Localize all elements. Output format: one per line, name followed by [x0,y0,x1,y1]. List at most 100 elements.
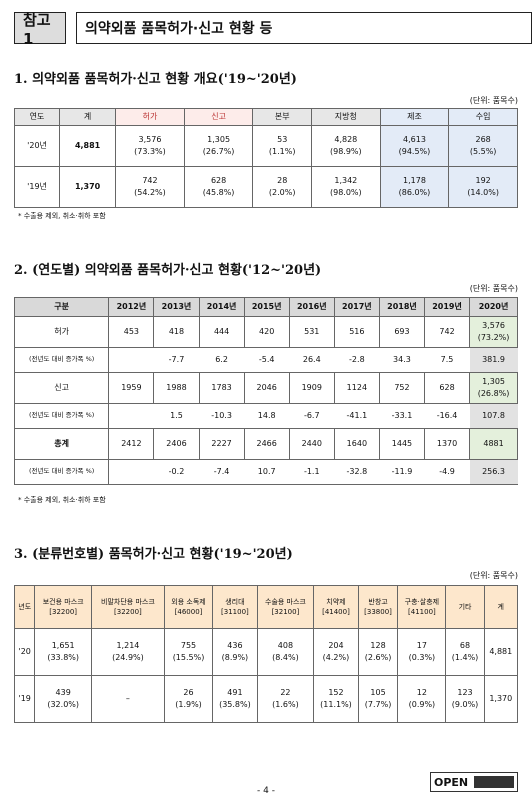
row-label: 신고 [13,372,110,404]
cell-text: 계 [497,602,504,611]
change-cell: -32.8 [334,459,380,485]
cell-text: (2.0%) [268,188,296,197]
header-title: 의약외품 품목허가·신고 현황 등 [76,12,532,44]
cell-text: 453 [123,327,140,337]
table: 년도 보건용 마스크 [32200] 비말차단용 마스크 [32200] 외용 소독제 [4… [13,585,519,723]
cell-text: (11.1%) [320,700,352,709]
header-cell: 2017년 [333,297,380,317]
cell: 68 (1.4%) [445,628,485,676]
cell: '20년 [13,125,61,167]
cell: 22 (1.6%) [256,675,315,723]
header-cell: 년도 [13,585,36,629]
header-cell: 지방청 [311,108,381,126]
change-label: (전년도 대비 증가폭 %) [13,459,110,485]
cell: '20 [13,628,36,676]
cell-text: 28 [277,176,288,186]
cell: 2440 [288,428,335,460]
cell-text: (9.0%) [451,700,479,709]
cell-text: 2019년 [432,302,462,312]
cell: 1988 [153,372,200,404]
cell-text: 2227 [211,439,232,449]
table-head: 구분 2012년 2013년 2014년 2015년 2016년 2017년 2018년 201… [13,297,518,317]
change-cell: 10.7 [244,459,290,485]
cell-text: [32200] [114,608,142,616]
table-body: 허가 453 418 444 420 531 516 693 742 3,576 (73.2%) (전… [13,316,518,485]
cell-text: 4,881 [489,647,513,657]
cell-text: 2015년 [251,302,282,312]
change-row: (전년도 대비 증가폭 %) 1.5 -10.3 14.8 -6.7 -41.1 -33.1… [13,403,518,429]
cell-text: 381.9 [482,355,505,365]
header-cell: 계 [483,585,519,629]
cell: 531 [288,316,335,348]
cell-text: '20년 [27,141,47,151]
header-cell: 외용 소독제 [46000] [163,585,214,629]
cell-text: (1.9%) [175,700,202,709]
cell: 268 (5.5%) [448,125,518,167]
cell-text: 192 [475,176,491,186]
table-body: '20 1,651 (33.8%) 1,214 (24.9%) 755 (15.5%) 436… [13,628,519,723]
row: 총계 2412 2406 2227 2466 2440 1640 1445 1370 4881 [13,428,518,460]
cell-text: (8.4%) [272,653,299,662]
cell-text: 1,370 [489,694,513,704]
table: 연도 계 허가 신고 본부 지방청 제조 수입 '20년 4,881 3,576 (73.3%) 1,3… [13,108,518,208]
cell-text: 755 [180,641,197,651]
empty-cell [108,403,154,429]
header-cell: 생리대 [31100] [212,585,258,629]
header-cell: 2014년 [198,297,245,317]
cell: 491 (35.8%) [212,675,258,723]
cell-text: 1,342 [334,176,358,186]
cell-text: 2017년 [342,302,372,312]
cell-text: 지방청 [334,112,357,122]
change-cell: -7.7 [153,347,200,373]
cell: 1445 [378,428,426,460]
cell: 742 [423,316,471,348]
cell-text: 1,370 [74,182,101,192]
cell: 28 (2.0%) [252,166,312,208]
cell-text: '20 [18,647,31,657]
cell: 17 (0.3%) [397,628,447,676]
cell-text: 2016년 [296,302,327,312]
cell-text: 14.8 [257,411,276,421]
cell-text: 2012년 [116,302,147,312]
cell-text: 107.8 [482,411,505,421]
cell-text: -4.9 [439,467,455,477]
cell-text: (98.9%) [329,147,362,156]
cell: 2406 [153,428,200,460]
cell-text: 628 [439,383,455,393]
cell-text: 4,613 [403,135,426,145]
cell: 2466 [243,428,290,460]
cell-text: 693 [394,327,410,337]
change-cell: 14.8 [244,403,290,429]
cell-text: 152 [328,688,344,698]
cell: 628 [423,372,471,404]
row: '20 1,651 (33.8%) 1,214 (24.9%) 755 (15.5%) 436… [13,628,519,676]
cell-text: 68 [459,641,471,651]
change-cell: 1.5 [153,403,200,429]
change-cell: -1.1 [289,459,335,485]
cell: 1,342 (98.0%) [311,166,381,208]
header-cell: 2020년 [469,297,518,317]
cell: 1,214 (24.9%) [90,628,165,676]
header-label: 참고1 [14,11,66,48]
cell-text: (35.8%) [219,700,251,709]
change-cell: 26.4 [289,347,335,373]
cell: 693 [378,316,426,348]
header-cell: 허가 [115,108,185,126]
cell-text: 4881 [483,439,504,449]
cell: 1124 [333,372,380,404]
cell-text: 허가 [54,327,70,337]
cell-text: -16.4 [436,411,458,421]
cell-text: 4,881 [74,141,101,151]
cell: 2227 [198,428,245,460]
cell-text: 수술용 마스크 [265,597,306,606]
header-cell: 제조 [379,108,450,126]
cell-text: 268 [475,135,491,145]
cell-text: (4.2%) [322,653,350,662]
change-row: (전년도 대비 증가폭 %) -0.2 -7.4 10.7 -1.1 -32.8 -11.9… [13,459,518,485]
cell-text: 1.5 [170,411,183,421]
cell: 4,613 (94.5%) [379,125,450,167]
page-number: - 4 - [257,786,275,796]
cell: 418 [153,316,200,348]
cell-text: 수입 [475,112,491,122]
unit: (단위: 품목수) [469,96,518,105]
